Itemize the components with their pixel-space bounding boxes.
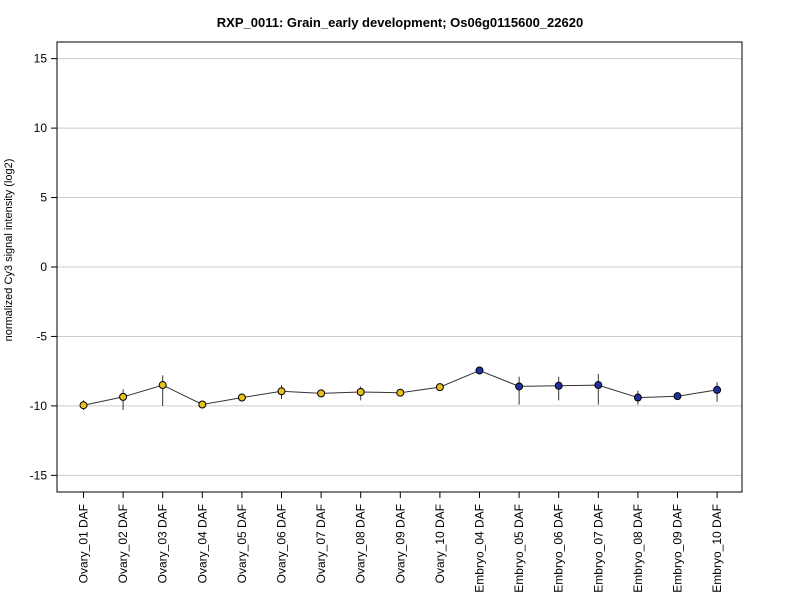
x-tick-label: Ovary_10 DAF <box>433 504 447 583</box>
data-point <box>356 388 365 396</box>
data-point <box>158 381 167 390</box>
data-point <box>79 401 88 410</box>
grid-layer <box>57 58 742 476</box>
data-point <box>119 392 128 401</box>
x-tick-label: Embryo_10 DAF <box>710 504 724 593</box>
data-point <box>198 400 207 409</box>
y-tick-label: -15 <box>30 468 48 482</box>
data-point <box>554 381 563 390</box>
data-point <box>515 382 524 391</box>
x-tick-label: Ovary_07 DAF <box>314 504 328 583</box>
x-tick-label: Ovary_02 DAF <box>116 504 130 583</box>
x-tick-label: Embryo_05 DAF <box>512 504 526 593</box>
x-tick-label: Embryo_06 DAF <box>552 504 566 593</box>
x-tick-label: Ovary_03 DAF <box>156 504 170 583</box>
x-tick-label: Embryo_04 DAF <box>473 504 487 593</box>
x-tick-label: Ovary_01 DAF <box>77 504 91 583</box>
data-point <box>435 383 444 392</box>
data-point <box>475 366 484 375</box>
data-point <box>396 388 405 397</box>
data-point <box>594 381 603 390</box>
y-tick-label: 15 <box>34 52 48 66</box>
data-point <box>713 385 722 394</box>
x-tick-label: Ovary_06 DAF <box>275 504 289 583</box>
y-tick-label: -10 <box>30 399 48 413</box>
series-layer <box>79 366 722 411</box>
x-tick-label: Embryo_08 DAF <box>631 504 645 593</box>
y-tick-label: 10 <box>34 121 48 135</box>
series-line <box>83 369 718 406</box>
data-point <box>277 387 286 396</box>
x-tick-label: Ovary_05 DAF <box>235 504 249 583</box>
x-tick-label: Ovary_04 DAF <box>195 504 209 583</box>
x-axis: Ovary_01 DAF Ovary_02 DAF Ovary_03 DAF Ovar… <box>77 492 724 593</box>
y-tick-label: -5 <box>36 329 47 343</box>
x-tick-label: Ovary_09 DAF <box>393 504 407 583</box>
x-tick-label: Ovary_08 DAF <box>354 504 368 583</box>
chart-title: RXP_0011: Grain_early development; Os06g… <box>217 15 583 30</box>
data-point <box>673 392 682 401</box>
x-tick-label: Embryo_07 DAF <box>591 504 605 593</box>
data-point <box>317 389 326 398</box>
data-point <box>237 393 246 402</box>
y-axis: -15 -10 -5 0 5 10 15 <box>30 52 57 482</box>
y-axis-label: normalized Cy3 signal intensity (log2) <box>3 159 15 342</box>
y-tick-label: 5 <box>40 191 47 205</box>
y-tick-label: 0 <box>40 260 47 274</box>
x-tick-label: Embryo_09 DAF <box>671 504 685 593</box>
data-point <box>633 393 642 402</box>
